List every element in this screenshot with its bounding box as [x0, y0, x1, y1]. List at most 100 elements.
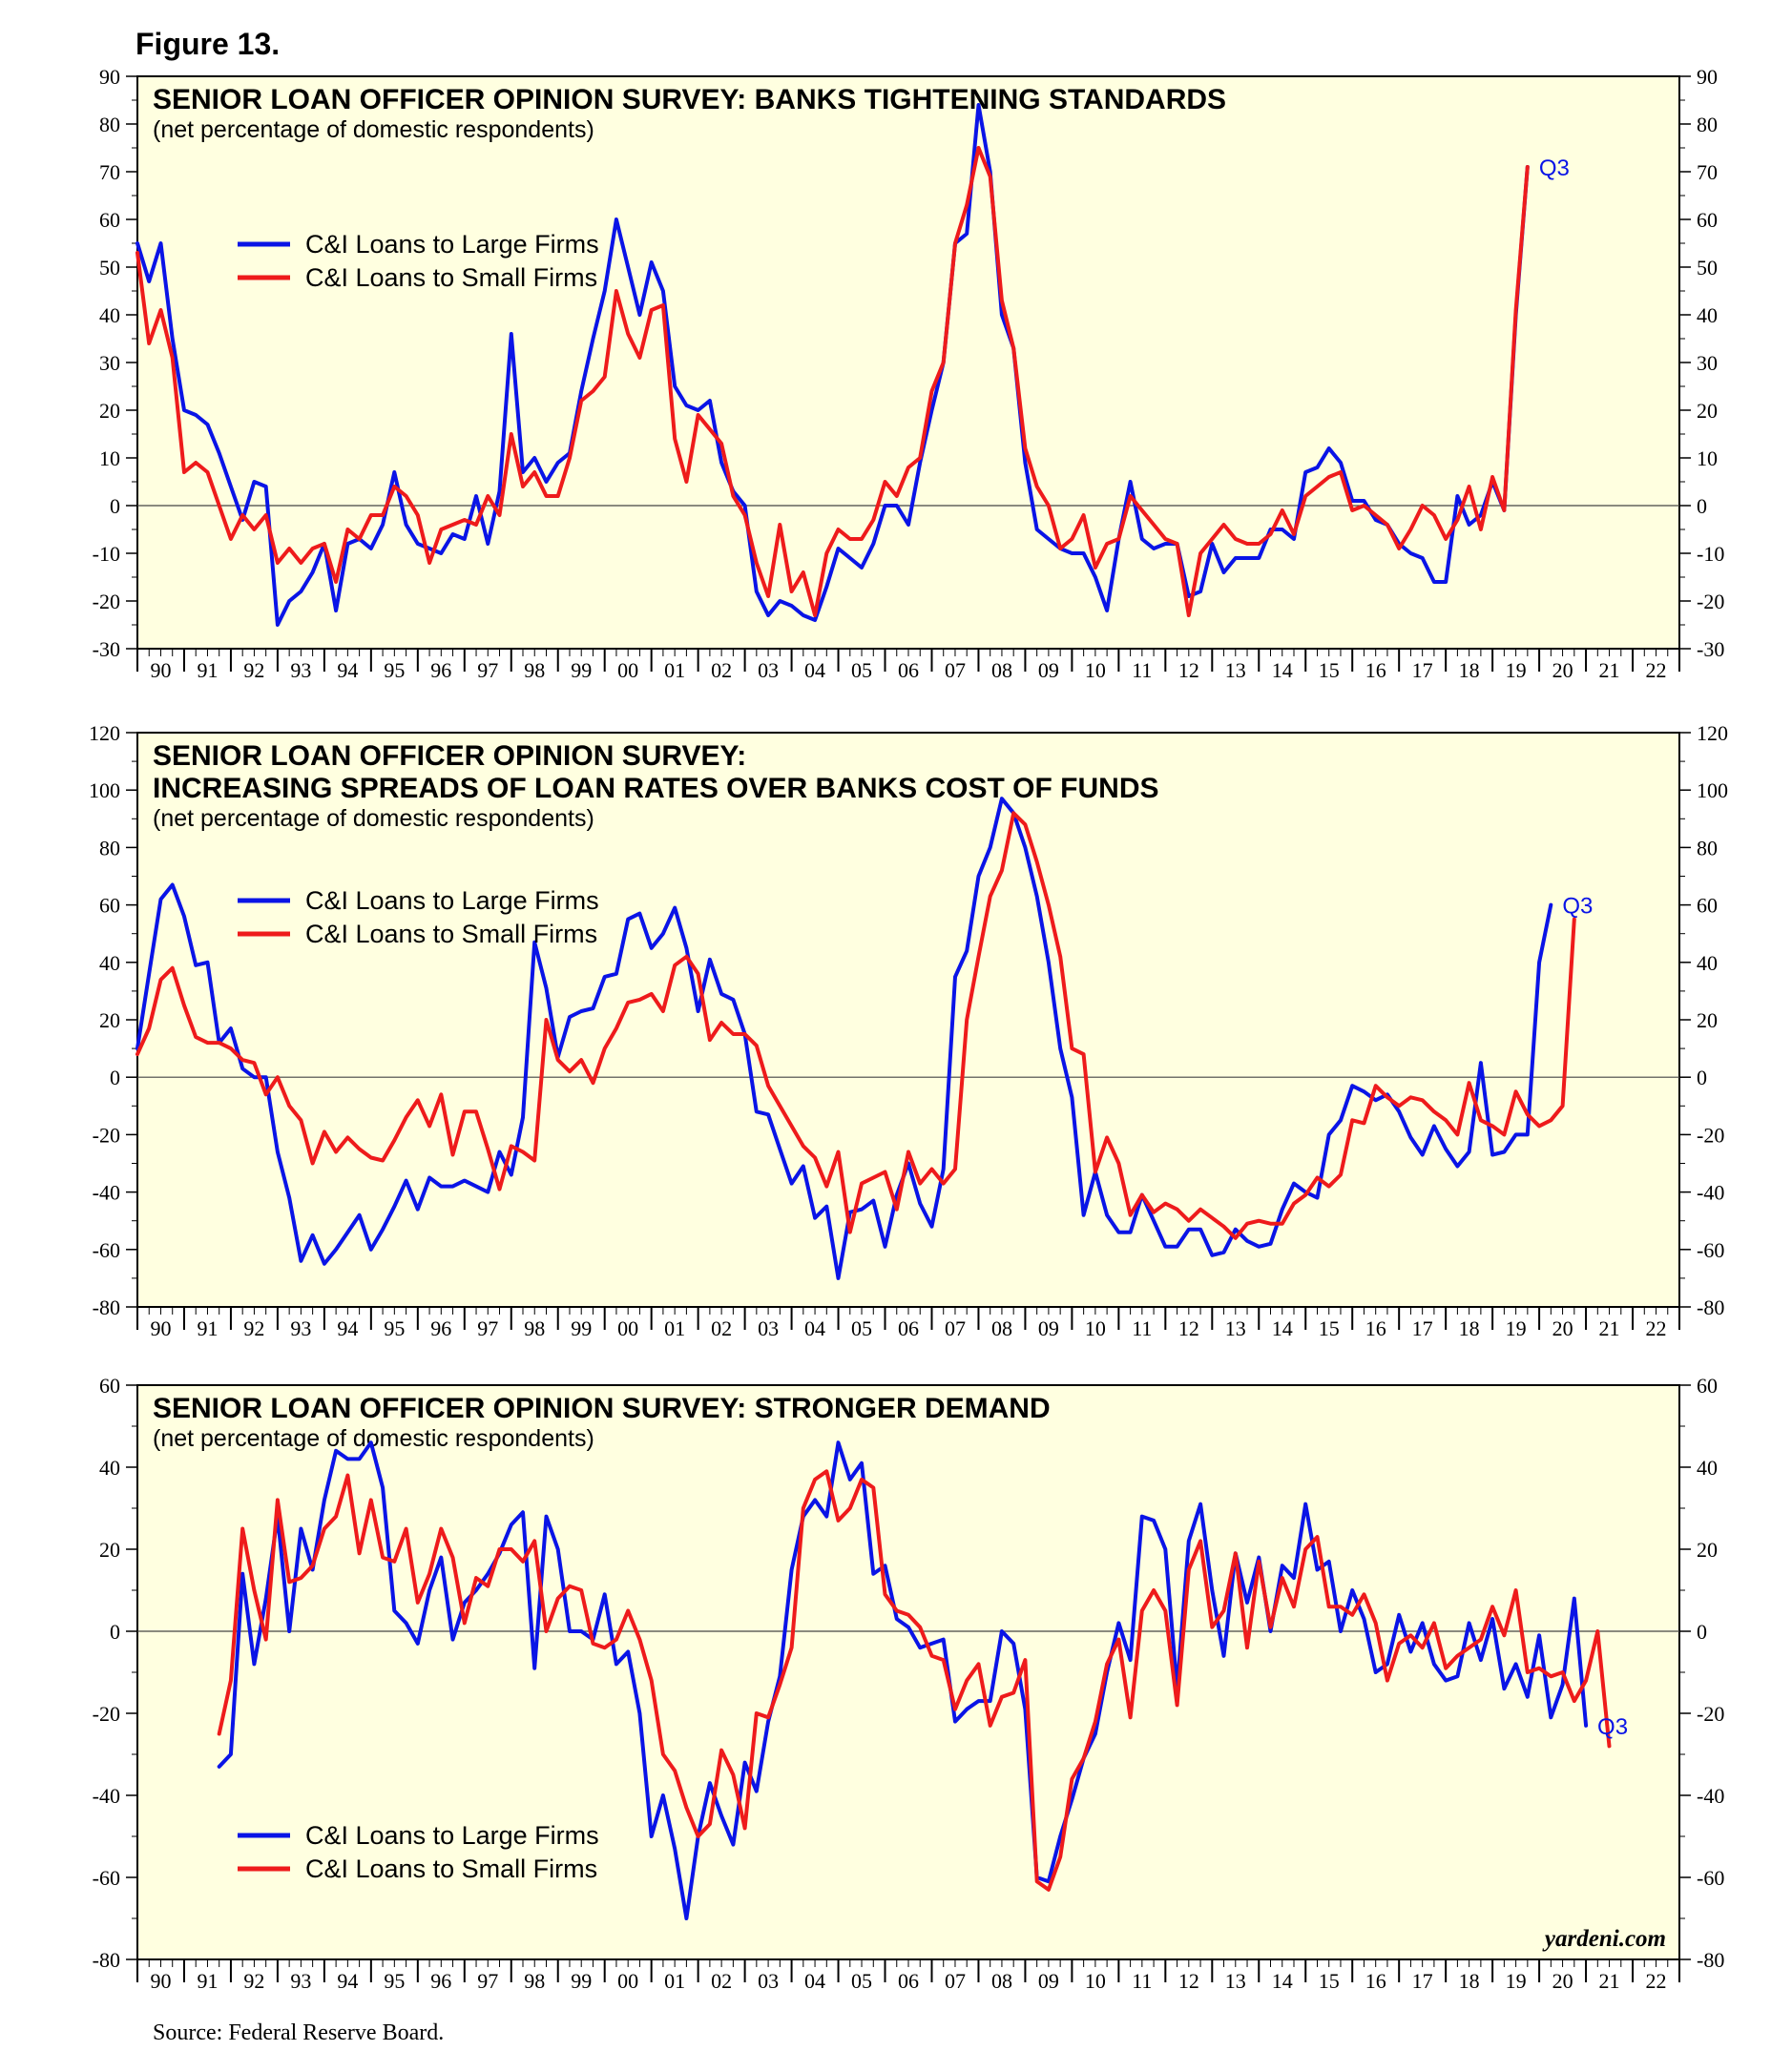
x-tick-label: 00	[617, 1316, 638, 1340]
legend-label-large-firms: C&I Loans to Large Firms	[305, 1821, 599, 1850]
x-tick-label: 96	[430, 658, 451, 682]
x-tick-label: 13	[1225, 1316, 1246, 1340]
x-tick-label: 01	[664, 1316, 685, 1340]
y-tick-label-right: -80	[1697, 1295, 1724, 1319]
x-tick-label: 08	[991, 1969, 1012, 1993]
y-tick-label-right: 0	[1697, 494, 1707, 518]
legend-label-large-firms: C&I Loans to Large Firms	[305, 886, 599, 915]
x-tick-label: 22	[1646, 1316, 1667, 1340]
y-tick-label-right: 100	[1697, 778, 1728, 802]
x-tick-label: 03	[758, 1969, 779, 1993]
y-tick-label-left: 30	[99, 351, 120, 375]
y-tick-label-right: 0	[1697, 1620, 1707, 1644]
legend-label-large-firms: C&I Loans to Large Firms	[305, 230, 599, 259]
series-line-large-firms	[135, 797, 1553, 1280]
x-tick-label: 98	[524, 1969, 545, 1993]
x-tick-label: 13	[1225, 658, 1246, 682]
x-tick-label: 92	[243, 1969, 264, 1993]
x-tick-label: 19	[1506, 1316, 1527, 1340]
q3-annotation: Q3	[1562, 894, 1593, 920]
legend-label-small-firms: C&I Loans to Small Firms	[305, 920, 597, 948]
x-tick-label: 96	[430, 1316, 451, 1340]
y-tick-label-left: -60	[93, 1866, 120, 1890]
x-tick-label: 13	[1225, 1969, 1246, 1993]
x-tick-label: 96	[430, 1969, 451, 1993]
y-tick-label-left: 0	[110, 1066, 120, 1089]
y-tick-label-left: 120	[89, 721, 120, 745]
y-tick-label-right: 0	[1697, 1066, 1707, 1089]
y-tick-label-right: 20	[1697, 1008, 1718, 1032]
x-tick-label: 06	[898, 1316, 919, 1340]
x-tick-label: 06	[898, 1969, 919, 1993]
x-tick-label: 02	[711, 658, 732, 682]
x-tick-label: 94	[337, 1316, 358, 1340]
x-tick-label: 91	[197, 1969, 218, 1993]
y-tick-label-right: 60	[1697, 1374, 1718, 1398]
x-tick-label: 16	[1365, 658, 1386, 682]
y-tick-label-right: 20	[1697, 1538, 1718, 1562]
x-tick-label: 95	[384, 1316, 405, 1340]
y-tick-label-left: -20	[93, 1123, 120, 1147]
y-tick-label-left: 20	[99, 399, 120, 423]
y-tick-label-right: -60	[1697, 1866, 1724, 1890]
y-tick-label-left: 60	[99, 894, 120, 918]
x-tick-label: 11	[1132, 1316, 1152, 1340]
x-tick-label: 99	[571, 658, 592, 682]
x-tick-label: 20	[1552, 1316, 1573, 1340]
x-tick-label: 97	[477, 1316, 498, 1340]
y-tick-label-left: -40	[93, 1784, 120, 1808]
y-tick-label-left: 50	[99, 256, 120, 280]
x-tick-label: 18	[1459, 1316, 1480, 1340]
y-tick-label-right: 40	[1697, 303, 1718, 327]
chart-subtitle: (net percentage of domestic respondents)	[153, 116, 594, 143]
x-tick-label: 10	[1085, 1316, 1106, 1340]
x-tick-label: 07	[945, 658, 966, 682]
legend-label-small-firms: C&I Loans to Small Firms	[305, 263, 597, 292]
x-tick-label: 93	[290, 1316, 311, 1340]
x-tick-label: 17	[1412, 1316, 1433, 1340]
x-tick-label: 16	[1365, 1969, 1386, 1993]
x-tick-label: 03	[758, 658, 779, 682]
plot-area	[136, 75, 1680, 650]
x-tick-label: 08	[991, 1316, 1012, 1340]
x-tick-label: 05	[851, 1316, 872, 1340]
x-tick-label: 90	[150, 1969, 171, 1993]
y-tick-label-right: 60	[1697, 894, 1718, 918]
y-tick-label-left: 70	[99, 160, 120, 184]
y-tick-label-right: -20	[1697, 1123, 1724, 1147]
watermark: yardeni.com	[1542, 1926, 1666, 1952]
x-tick-label: 18	[1459, 1969, 1480, 1993]
x-tick-label: 92	[243, 1316, 264, 1340]
legend-label-small-firms: C&I Loans to Small Firms	[305, 1854, 597, 1883]
y-tick-label-right: 120	[1697, 721, 1728, 745]
x-tick-label: 97	[477, 1969, 498, 1993]
x-tick-label: 22	[1646, 658, 1667, 682]
x-tick-label: 20	[1552, 658, 1573, 682]
y-tick-label-left: 40	[99, 303, 120, 327]
y-tick-label-right: 40	[1697, 951, 1718, 975]
x-tick-label: 06	[898, 658, 919, 682]
y-tick-label-right: 80	[1697, 836, 1718, 860]
x-tick-label: 14	[1272, 658, 1293, 682]
x-tick-label: 95	[384, 658, 405, 682]
x-tick-label: 98	[524, 1316, 545, 1340]
x-tick-label: 99	[571, 1316, 592, 1340]
x-tick-label: 18	[1459, 658, 1480, 682]
x-tick-label: 01	[664, 658, 685, 682]
x-tick-label: 93	[290, 1969, 311, 1993]
x-tick-label: 14	[1272, 1969, 1293, 1993]
y-tick-label-left: -40	[93, 1181, 120, 1205]
x-tick-label: 22	[1646, 1969, 1667, 1993]
x-tick-label: 12	[1178, 1969, 1199, 1993]
x-tick-label: 00	[617, 658, 638, 682]
x-tick-label: 02	[711, 1316, 732, 1340]
y-tick-label-right: 70	[1697, 160, 1718, 184]
y-tick-label-left: -20	[93, 1702, 120, 1726]
x-tick-label: 21	[1599, 658, 1620, 682]
y-tick-label-left: 90	[99, 65, 120, 89]
y-tick-label-left: 20	[99, 1008, 120, 1032]
x-tick-label: 94	[337, 1969, 358, 1993]
y-tick-label-left: -30	[93, 637, 120, 661]
y-tick-label-right: 50	[1697, 256, 1718, 280]
